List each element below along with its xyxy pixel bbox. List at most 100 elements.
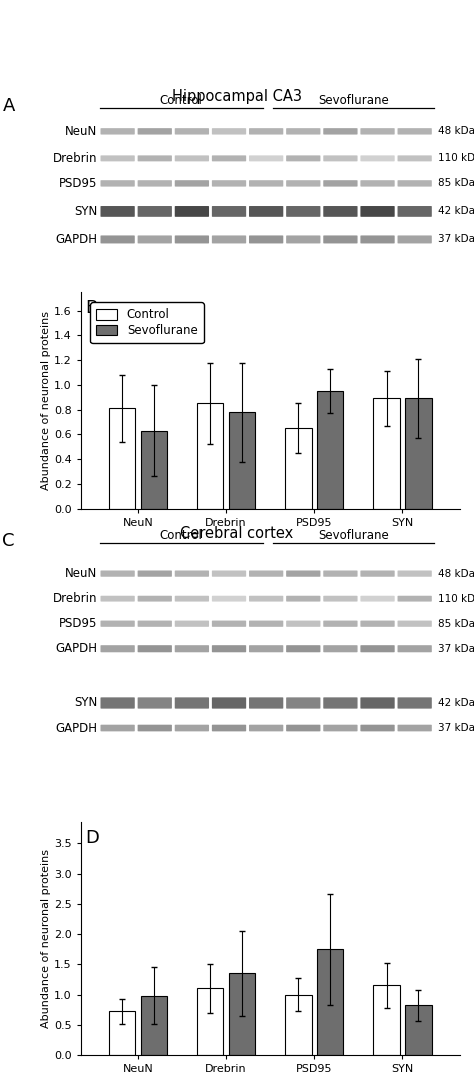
Text: GAPDH: GAPDH: [55, 722, 97, 735]
FancyBboxPatch shape: [212, 128, 246, 134]
FancyBboxPatch shape: [360, 725, 395, 731]
FancyBboxPatch shape: [249, 236, 283, 243]
FancyBboxPatch shape: [137, 128, 172, 134]
FancyBboxPatch shape: [398, 181, 432, 186]
FancyBboxPatch shape: [398, 570, 432, 577]
FancyBboxPatch shape: [175, 725, 209, 731]
FancyBboxPatch shape: [398, 236, 432, 243]
FancyBboxPatch shape: [137, 645, 172, 652]
FancyBboxPatch shape: [100, 236, 135, 243]
FancyBboxPatch shape: [212, 236, 246, 243]
FancyBboxPatch shape: [137, 698, 172, 709]
Y-axis label: Abundance of neuronal proteins: Abundance of neuronal proteins: [41, 311, 51, 490]
Bar: [109, 408, 135, 509]
FancyBboxPatch shape: [137, 156, 172, 161]
Text: Drebrin: Drebrin: [53, 592, 97, 605]
FancyBboxPatch shape: [286, 156, 320, 161]
FancyBboxPatch shape: [286, 181, 320, 186]
Text: B: B: [85, 299, 97, 317]
FancyBboxPatch shape: [100, 698, 135, 709]
Text: 42 kDa: 42 kDa: [438, 698, 474, 708]
FancyBboxPatch shape: [212, 206, 246, 216]
Y-axis label: Abundance of neuronal proteins: Abundance of neuronal proteins: [41, 849, 51, 1028]
Text: 48 kDa: 48 kDa: [438, 127, 474, 136]
FancyBboxPatch shape: [100, 645, 135, 652]
FancyBboxPatch shape: [249, 128, 283, 134]
FancyBboxPatch shape: [398, 156, 432, 161]
FancyBboxPatch shape: [249, 698, 283, 709]
Bar: [374, 398, 400, 509]
FancyBboxPatch shape: [175, 596, 209, 602]
Text: 85 kDa: 85 kDa: [438, 179, 474, 188]
FancyBboxPatch shape: [323, 236, 357, 243]
FancyBboxPatch shape: [398, 698, 432, 709]
FancyBboxPatch shape: [100, 570, 135, 577]
FancyBboxPatch shape: [137, 570, 172, 577]
FancyBboxPatch shape: [249, 181, 283, 186]
FancyBboxPatch shape: [323, 621, 357, 626]
FancyBboxPatch shape: [100, 621, 135, 626]
FancyBboxPatch shape: [398, 596, 432, 602]
FancyBboxPatch shape: [286, 596, 320, 602]
FancyBboxPatch shape: [360, 645, 395, 652]
FancyBboxPatch shape: [323, 570, 357, 577]
Bar: [285, 428, 311, 509]
FancyBboxPatch shape: [100, 596, 135, 602]
FancyBboxPatch shape: [100, 725, 135, 731]
FancyBboxPatch shape: [212, 621, 246, 626]
Bar: [197, 404, 223, 509]
FancyBboxPatch shape: [175, 621, 209, 626]
FancyBboxPatch shape: [360, 181, 395, 186]
Text: Sevoflurane: Sevoflurane: [318, 94, 389, 107]
FancyBboxPatch shape: [360, 206, 395, 216]
Text: SYN: SYN: [74, 697, 97, 710]
FancyBboxPatch shape: [286, 128, 320, 134]
Text: PSD95: PSD95: [59, 176, 97, 190]
FancyBboxPatch shape: [137, 621, 172, 626]
FancyBboxPatch shape: [212, 725, 246, 731]
FancyBboxPatch shape: [137, 206, 172, 216]
FancyBboxPatch shape: [175, 128, 209, 134]
FancyBboxPatch shape: [323, 596, 357, 602]
FancyBboxPatch shape: [323, 128, 357, 134]
FancyBboxPatch shape: [286, 206, 320, 216]
Text: A: A: [2, 97, 15, 116]
FancyBboxPatch shape: [175, 206, 209, 216]
FancyBboxPatch shape: [360, 698, 395, 709]
FancyBboxPatch shape: [360, 621, 395, 626]
Text: 37 kDa: 37 kDa: [438, 723, 474, 733]
Bar: [405, 398, 431, 509]
Text: GAPDH: GAPDH: [55, 643, 97, 656]
FancyBboxPatch shape: [398, 725, 432, 731]
Text: PSD95: PSD95: [59, 617, 97, 630]
Text: 37 kDa: 37 kDa: [438, 235, 474, 245]
Text: 42 kDa: 42 kDa: [438, 207, 474, 216]
FancyBboxPatch shape: [323, 698, 357, 709]
FancyBboxPatch shape: [249, 725, 283, 731]
FancyBboxPatch shape: [249, 621, 283, 626]
Bar: [141, 995, 167, 1055]
FancyBboxPatch shape: [249, 596, 283, 602]
Text: 48 kDa: 48 kDa: [438, 569, 474, 579]
FancyBboxPatch shape: [212, 596, 246, 602]
Text: 85 kDa: 85 kDa: [438, 619, 474, 629]
FancyBboxPatch shape: [175, 570, 209, 577]
FancyBboxPatch shape: [323, 206, 357, 216]
Text: 37 kDa: 37 kDa: [438, 644, 474, 654]
FancyBboxPatch shape: [398, 621, 432, 626]
Text: Control: Control: [160, 94, 203, 107]
Text: Sevoflurane: Sevoflurane: [318, 529, 389, 542]
FancyBboxPatch shape: [249, 156, 283, 161]
Text: GAPDH: GAPDH: [55, 233, 97, 246]
Bar: [317, 391, 343, 509]
FancyBboxPatch shape: [100, 206, 135, 216]
Bar: [197, 989, 223, 1055]
FancyBboxPatch shape: [286, 621, 320, 626]
FancyBboxPatch shape: [249, 570, 283, 577]
Text: NeuN: NeuN: [65, 124, 97, 137]
Bar: [285, 994, 311, 1055]
Text: D: D: [85, 829, 99, 847]
FancyBboxPatch shape: [175, 156, 209, 161]
Text: NeuN: NeuN: [65, 567, 97, 580]
Text: Cerebral cortex: Cerebral cortex: [181, 526, 293, 541]
